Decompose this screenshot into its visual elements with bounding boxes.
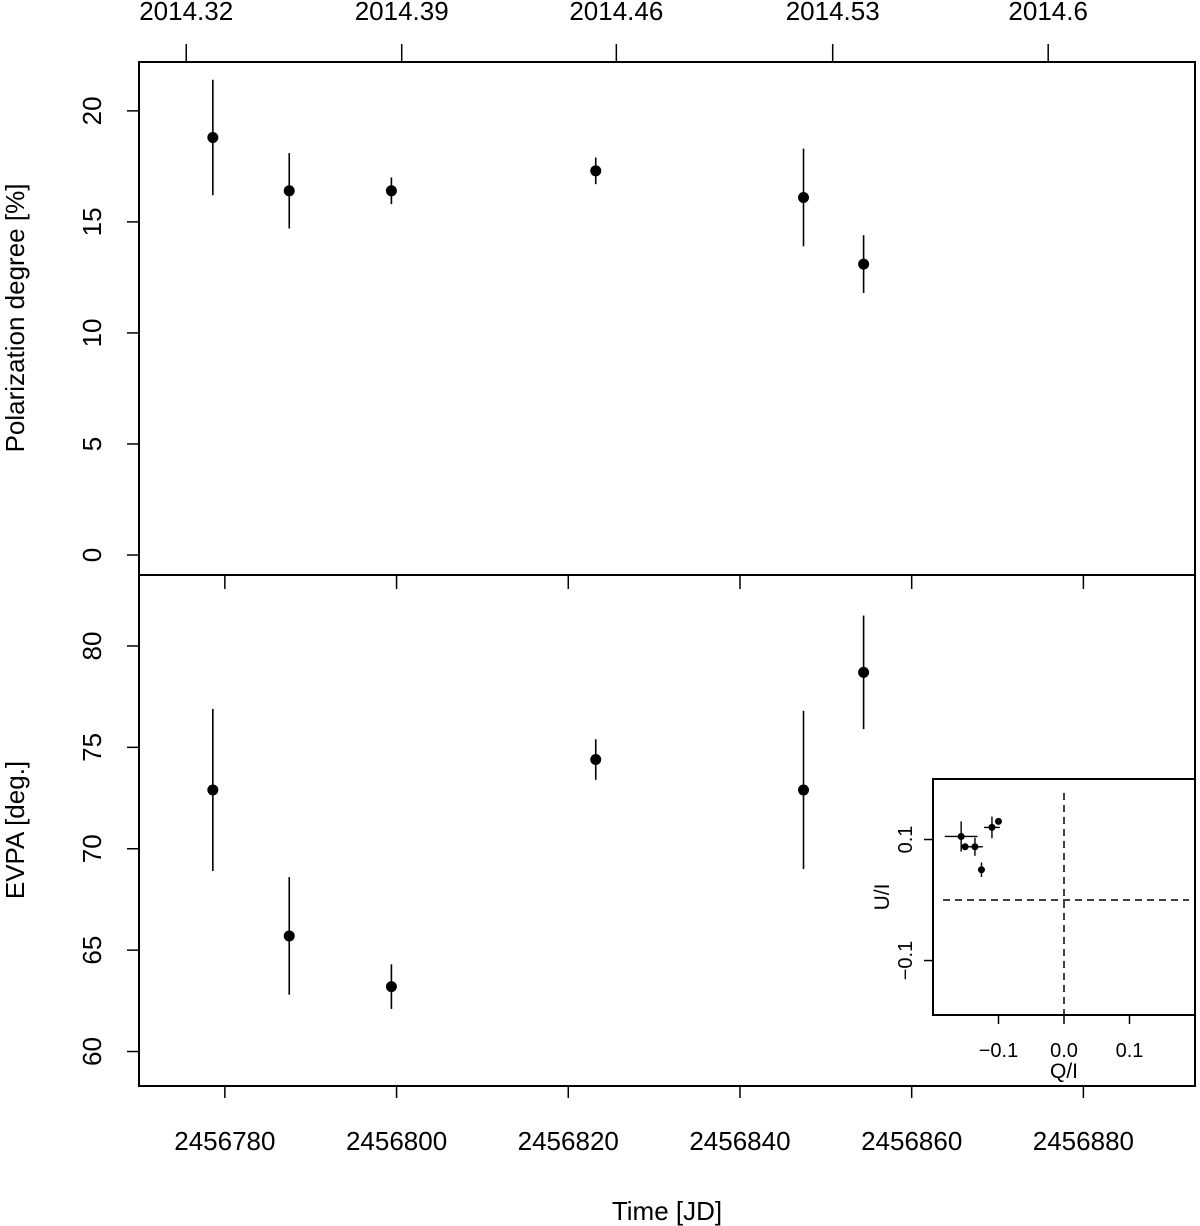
jd-x-tick-label: 2456780 xyxy=(174,1126,275,1156)
qu-point xyxy=(977,866,985,874)
pd-y-tick-label: 5 xyxy=(77,437,107,451)
polarization-degree-axis-title: Polarization degree [%] xyxy=(0,184,30,453)
top-time-tick-label: 2014.46 xyxy=(569,0,663,26)
ui-tick-label: −0.1 xyxy=(895,941,917,980)
top-time-tick-label: 2014.32 xyxy=(139,0,233,26)
pd-y-tick-label: 15 xyxy=(77,207,107,236)
polarization-degree-points xyxy=(207,79,870,293)
qi-axis-title: Q/I xyxy=(1050,1060,1078,1083)
jd-x-tick-label: 2456820 xyxy=(518,1126,619,1156)
top-time-tick-label: 2014.39 xyxy=(355,0,449,26)
evpa-y-tick-label: 75 xyxy=(77,733,107,762)
evpa-point xyxy=(283,930,295,942)
evpa-y-tick-label: 60 xyxy=(77,1037,107,1066)
qu-point xyxy=(971,843,979,851)
polarization-degree-point xyxy=(798,191,810,203)
ui-tick-label: 0.1 xyxy=(895,826,917,854)
evpa-axis-title: EVPA [deg.] xyxy=(0,761,30,899)
evpa-point xyxy=(798,784,810,796)
polarization-degree-point xyxy=(385,185,397,197)
jd-x-axis: 2456780 2456800 2456820 2456840 2456860 24568… xyxy=(174,575,1134,1156)
polarization-degree-point xyxy=(858,258,870,270)
pd-y-tick-label: 20 xyxy=(77,96,107,125)
qi-tick-label: 0.0 xyxy=(1050,1040,1078,1062)
polarization-degree-y-axis: 0 5 10 15 20 xyxy=(77,96,139,562)
evpa-point xyxy=(207,784,219,796)
evpa-y-tick-label: 80 xyxy=(77,632,107,661)
qu-point xyxy=(957,832,965,840)
evpa-y-tick-label: 65 xyxy=(77,936,107,965)
qu-inset-axes: −0.1 0.0 0.1 −0.1 0.1 xyxy=(895,826,1143,1062)
ui-axis-title: U/I xyxy=(871,884,894,911)
evpa-points xyxy=(207,615,870,1009)
evpa-point xyxy=(858,666,870,678)
pd-y-tick-label: 0 xyxy=(77,548,107,562)
qu-inset-plot: −0.1 0.0 0.1 −0.1 0.1 Q/I U/I xyxy=(871,778,1196,1083)
jd-x-tick-label: 2456860 xyxy=(861,1126,962,1156)
qu-point xyxy=(988,823,996,831)
qu-inset-reference-lines xyxy=(943,793,1189,1015)
qu-points xyxy=(944,816,1002,878)
pd-y-tick-label: 10 xyxy=(77,318,107,347)
jd-x-tick-label: 2456800 xyxy=(346,1126,447,1156)
evpa-y-axis: 60 65 70 75 80 xyxy=(77,632,139,1066)
time-axis-title: Time [JD] xyxy=(612,1196,722,1226)
polarization-degree-point xyxy=(590,165,602,177)
evpa-y-tick-label: 70 xyxy=(77,834,107,863)
polarization-degree-frame xyxy=(138,61,1196,576)
qu-point xyxy=(961,843,969,851)
evpa-point xyxy=(385,981,397,993)
qi-tick-label: 0.1 xyxy=(1116,1040,1144,1062)
polarization-degree-point xyxy=(283,185,295,197)
polarization-degree-point xyxy=(207,132,219,144)
top-time-axis: 2014.32 2014.39 2014.46 2014.53 2014.6 xyxy=(139,0,1088,62)
top-time-tick-label: 2014.6 xyxy=(1008,0,1088,26)
qi-tick-label: −0.1 xyxy=(979,1040,1018,1062)
evpa-point xyxy=(590,754,602,766)
qu-point xyxy=(995,817,1002,825)
jd-x-tick-label: 2456880 xyxy=(1033,1126,1134,1156)
jd-x-tick-label: 2456840 xyxy=(689,1126,790,1156)
qu-inset-frame xyxy=(932,778,1196,1016)
top-time-tick-label: 2014.53 xyxy=(786,0,880,26)
